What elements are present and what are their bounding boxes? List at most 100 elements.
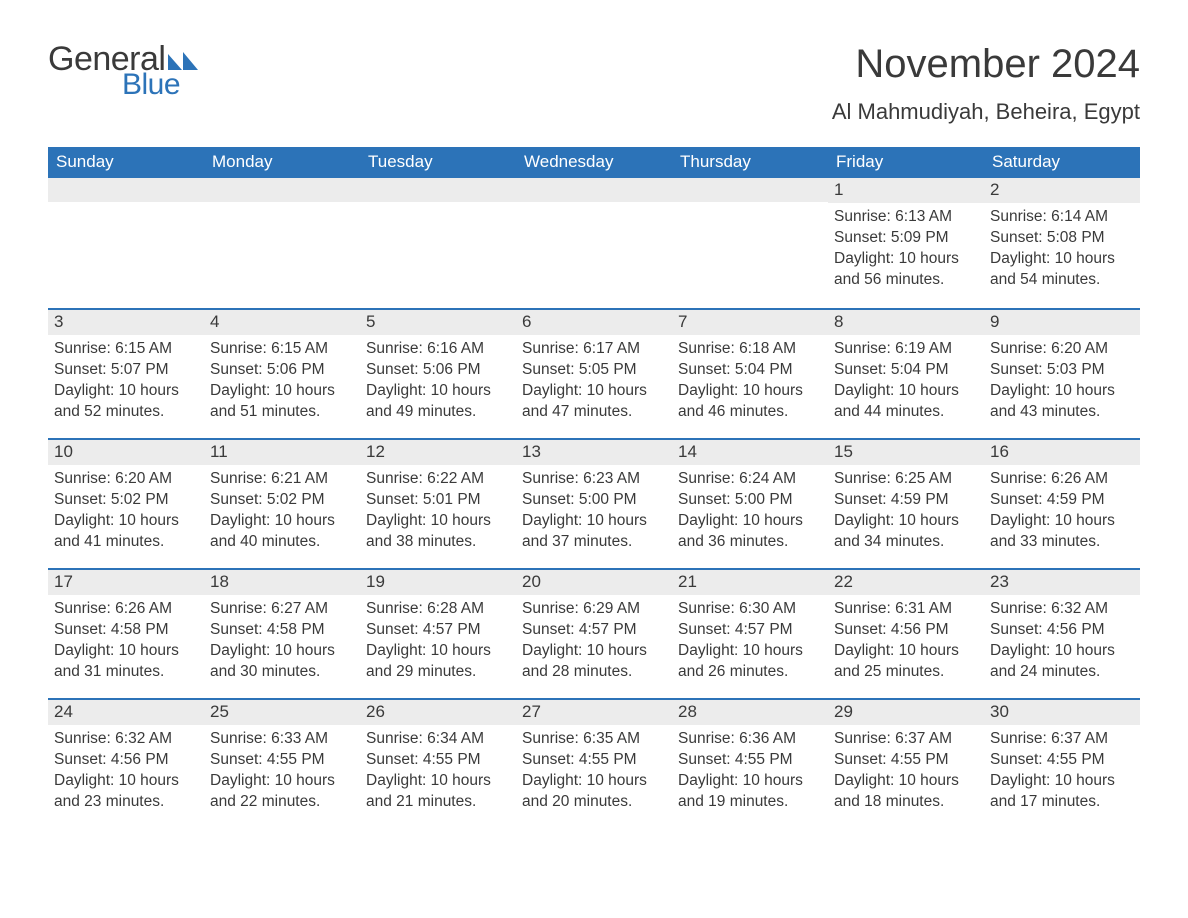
day-body: Sunrise: 6:18 AMSunset: 5:04 PMDaylight:… — [672, 335, 828, 429]
day-line-ss: Sunset: 5:02 PM — [54, 490, 198, 511]
day-cell: 13Sunrise: 6:23 AMSunset: 5:00 PMDayligh… — [516, 438, 672, 568]
day-cell: 23Sunrise: 6:32 AMSunset: 4:56 PMDayligh… — [984, 568, 1140, 698]
day-line-d1: Daylight: 10 hours — [678, 641, 822, 662]
day-number-bar: 15 — [828, 438, 984, 465]
day-body: Sunrise: 6:33 AMSunset: 4:55 PMDaylight:… — [204, 725, 360, 819]
day-line-d1: Daylight: 10 hours — [834, 511, 978, 532]
day-cell: 17Sunrise: 6:26 AMSunset: 4:58 PMDayligh… — [48, 568, 204, 698]
day-line-ss: Sunset: 4:55 PM — [834, 750, 978, 771]
day-line-sr: Sunrise: 6:16 AM — [366, 339, 510, 360]
day-line-d1: Daylight: 10 hours — [366, 381, 510, 402]
day-body: Sunrise: 6:25 AMSunset: 4:59 PMDaylight:… — [828, 465, 984, 559]
day-cell: 28Sunrise: 6:36 AMSunset: 4:55 PMDayligh… — [672, 698, 828, 828]
day-line-d2: and 51 minutes. — [210, 402, 354, 423]
day-line-d2: and 40 minutes. — [210, 532, 354, 553]
day-line-sr: Sunrise: 6:32 AM — [990, 599, 1134, 620]
day-body: Sunrise: 6:30 AMSunset: 4:57 PMDaylight:… — [672, 595, 828, 689]
day-cell: 6Sunrise: 6:17 AMSunset: 5:05 PMDaylight… — [516, 308, 672, 438]
dow-wed: Wednesday — [516, 147, 672, 178]
day-line-sr: Sunrise: 6:21 AM — [210, 469, 354, 490]
day-line-ss: Sunset: 5:08 PM — [990, 228, 1134, 249]
day-line-ss: Sunset: 5:03 PM — [990, 360, 1134, 381]
day-line-d2: and 22 minutes. — [210, 792, 354, 813]
day-body: Sunrise: 6:31 AMSunset: 4:56 PMDaylight:… — [828, 595, 984, 689]
day-number-bar — [672, 178, 828, 202]
day-line-d1: Daylight: 10 hours — [834, 381, 978, 402]
day-body: Sunrise: 6:19 AMSunset: 5:04 PMDaylight:… — [828, 335, 984, 429]
day-number-bar: 27 — [516, 698, 672, 725]
day-line-ss: Sunset: 5:02 PM — [210, 490, 354, 511]
day-cell — [204, 178, 360, 308]
day-line-d1: Daylight: 10 hours — [834, 771, 978, 792]
day-body: Sunrise: 6:15 AMSunset: 5:07 PMDaylight:… — [48, 335, 204, 429]
day-line-sr: Sunrise: 6:23 AM — [522, 469, 666, 490]
title-block: November 2024 Al Mahmudiyah, Beheira, Eg… — [832, 42, 1140, 125]
dow-sun: Sunday — [48, 147, 204, 178]
dow-fri: Friday — [828, 147, 984, 178]
day-line-d2: and 21 minutes. — [366, 792, 510, 813]
day-body: Sunrise: 6:34 AMSunset: 4:55 PMDaylight:… — [360, 725, 516, 819]
day-number-bar: 12 — [360, 438, 516, 465]
day-line-d1: Daylight: 10 hours — [522, 771, 666, 792]
day-line-sr: Sunrise: 6:24 AM — [678, 469, 822, 490]
day-number-bar: 9 — [984, 308, 1140, 335]
day-body: Sunrise: 6:20 AMSunset: 5:02 PMDaylight:… — [48, 465, 204, 559]
day-number-bar: 22 — [828, 568, 984, 595]
day-line-ss: Sunset: 4:56 PM — [990, 620, 1134, 641]
day-line-sr: Sunrise: 6:37 AM — [990, 729, 1134, 750]
day-line-d2: and 56 minutes. — [834, 270, 978, 291]
day-number-bar — [360, 178, 516, 202]
day-body: Sunrise: 6:37 AMSunset: 4:55 PMDaylight:… — [828, 725, 984, 819]
day-cell: 25Sunrise: 6:33 AMSunset: 4:55 PMDayligh… — [204, 698, 360, 828]
day-line-ss: Sunset: 4:56 PM — [834, 620, 978, 641]
day-line-d2: and 47 minutes. — [522, 402, 666, 423]
day-number-bar: 8 — [828, 308, 984, 335]
day-number-bar: 25 — [204, 698, 360, 725]
day-cell: 19Sunrise: 6:28 AMSunset: 4:57 PMDayligh… — [360, 568, 516, 698]
day-cell: 29Sunrise: 6:37 AMSunset: 4:55 PMDayligh… — [828, 698, 984, 828]
day-body: Sunrise: 6:27 AMSunset: 4:58 PMDaylight:… — [204, 595, 360, 689]
day-line-sr: Sunrise: 6:18 AM — [678, 339, 822, 360]
day-line-sr: Sunrise: 6:36 AM — [678, 729, 822, 750]
dow-sat: Saturday — [984, 147, 1140, 178]
day-line-d2: and 33 minutes. — [990, 532, 1134, 553]
day-line-d1: Daylight: 10 hours — [678, 381, 822, 402]
day-body: Sunrise: 6:17 AMSunset: 5:05 PMDaylight:… — [516, 335, 672, 429]
day-line-sr: Sunrise: 6:19 AM — [834, 339, 978, 360]
day-line-sr: Sunrise: 6:25 AM — [834, 469, 978, 490]
day-number-bar: 19 — [360, 568, 516, 595]
day-line-d2: and 44 minutes. — [834, 402, 978, 423]
day-line-sr: Sunrise: 6:34 AM — [366, 729, 510, 750]
day-line-ss: Sunset: 4:55 PM — [210, 750, 354, 771]
day-line-sr: Sunrise: 6:26 AM — [990, 469, 1134, 490]
day-line-ss: Sunset: 4:59 PM — [834, 490, 978, 511]
day-line-sr: Sunrise: 6:33 AM — [210, 729, 354, 750]
day-cell: 22Sunrise: 6:31 AMSunset: 4:56 PMDayligh… — [828, 568, 984, 698]
day-line-ss: Sunset: 4:59 PM — [990, 490, 1134, 511]
day-cell: 5Sunrise: 6:16 AMSunset: 5:06 PMDaylight… — [360, 308, 516, 438]
week-row: 3Sunrise: 6:15 AMSunset: 5:07 PMDaylight… — [48, 308, 1140, 438]
day-line-ss: Sunset: 4:55 PM — [522, 750, 666, 771]
logo: General Blue — [48, 42, 198, 100]
day-body: Sunrise: 6:26 AMSunset: 4:58 PMDaylight:… — [48, 595, 204, 689]
day-line-sr: Sunrise: 6:20 AM — [54, 469, 198, 490]
day-line-d1: Daylight: 10 hours — [522, 381, 666, 402]
day-line-d2: and 18 minutes. — [834, 792, 978, 813]
day-cell — [672, 178, 828, 308]
day-line-d2: and 52 minutes. — [54, 402, 198, 423]
day-line-ss: Sunset: 5:09 PM — [834, 228, 978, 249]
day-cell: 14Sunrise: 6:24 AMSunset: 5:00 PMDayligh… — [672, 438, 828, 568]
day-cell: 21Sunrise: 6:30 AMSunset: 4:57 PMDayligh… — [672, 568, 828, 698]
day-line-d2: and 29 minutes. — [366, 662, 510, 683]
day-number-bar: 26 — [360, 698, 516, 725]
day-line-sr: Sunrise: 6:35 AM — [522, 729, 666, 750]
day-line-ss: Sunset: 4:57 PM — [366, 620, 510, 641]
day-number-bar: 23 — [984, 568, 1140, 595]
day-number-bar: 16 — [984, 438, 1140, 465]
day-line-ss: Sunset: 4:55 PM — [366, 750, 510, 771]
day-line-d2: and 25 minutes. — [834, 662, 978, 683]
day-line-d2: and 38 minutes. — [366, 532, 510, 553]
day-line-d2: and 30 minutes. — [210, 662, 354, 683]
day-number-bar: 2 — [984, 178, 1140, 203]
day-number-bar: 24 — [48, 698, 204, 725]
